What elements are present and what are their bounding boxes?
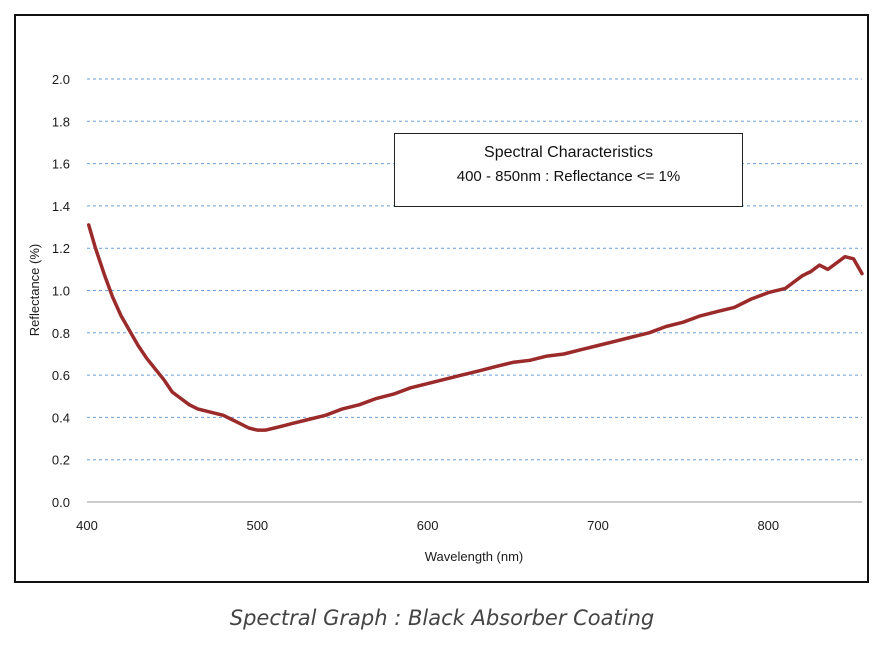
x-axis-label: Wavelength (nm) — [425, 549, 524, 564]
y-axis-label: Reflectance (%) — [27, 244, 42, 336]
y-tick-labels: 0.0 0.2 0.4 0.6 0.8 1.0 1.2 1.4 1.6 1.8 2.0 — [52, 72, 70, 510]
y-tick-label: 2.0 — [52, 72, 70, 87]
y-tick-label: 0.8 — [52, 326, 70, 341]
x-tick-label: 600 — [417, 518, 439, 533]
x-tick-label: 400 — [76, 518, 98, 533]
reflectance-series-line — [86, 223, 864, 432]
y-tick-label: 0.4 — [52, 410, 70, 425]
y-tick-label: 1.6 — [52, 157, 70, 172]
figure-caption: Spectral Graph : Black Absorber Coating — [229, 606, 655, 630]
y-tick-label: 0.0 — [52, 495, 70, 510]
x-tick-label: 700 — [587, 518, 609, 533]
y-tick-label: 0.2 — [52, 453, 70, 468]
chart-frame — [14, 14, 869, 583]
y-tick-label: 1.2 — [52, 241, 70, 256]
annotation-title: Spectral Characteristics — [484, 144, 653, 161]
x-tick-label: 500 — [246, 518, 268, 533]
x-tick-label: 800 — [757, 518, 779, 533]
x-tick-labels: 400 500 600 700 800 — [76, 518, 779, 533]
annotation-box: Spectral Characteristics 400 - 850nm : R… — [394, 133, 743, 207]
y-tick-label: 1.8 — [52, 114, 70, 129]
y-tick-label: 1.0 — [52, 284, 70, 299]
y-tick-label: 0.6 — [52, 368, 70, 383]
annotation-text: 400 - 850nm : Reflectance <= 1% — [456, 168, 681, 185]
y-tick-label: 1.4 — [52, 199, 70, 214]
